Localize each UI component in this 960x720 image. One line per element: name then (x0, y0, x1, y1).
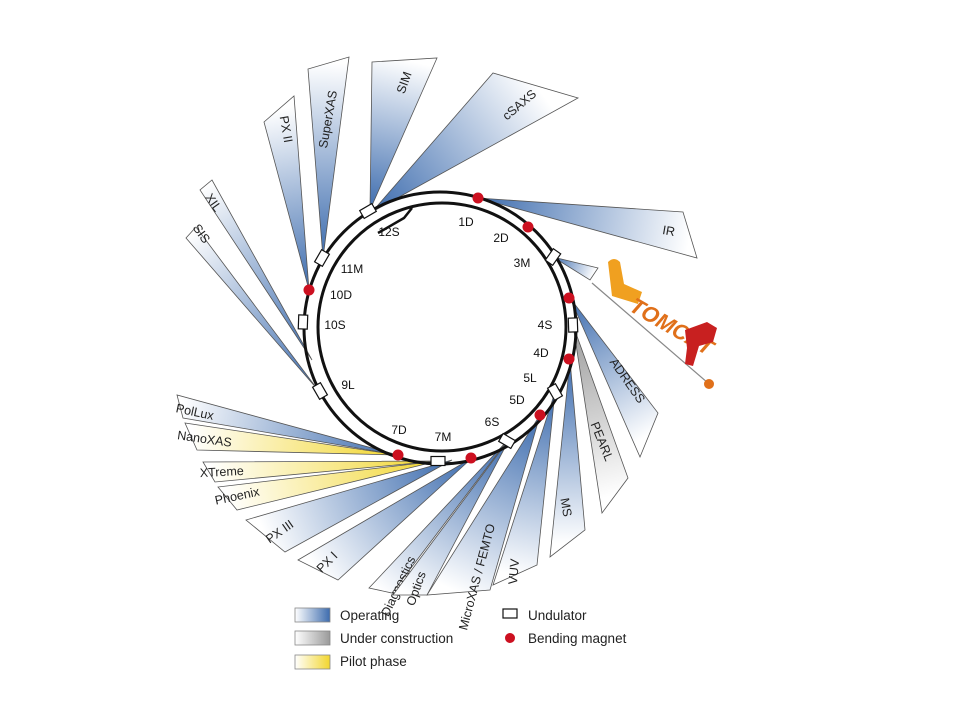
bending-magnets (303, 192, 575, 464)
legend-label-construction: Under construction (340, 631, 453, 646)
beamline-csaxs: cSAXS (371, 72, 580, 213)
undulators (297, 202, 579, 467)
undulator-icon (313, 248, 331, 268)
ring-section-label: 7M (435, 430, 452, 444)
beamline-sim: SIM (369, 57, 438, 211)
ring-section-label: 5L (523, 371, 537, 385)
legend-label-bending-magnet: Bending magnet (528, 631, 627, 646)
legend-bending-magnet-icon (505, 633, 515, 643)
beamline-wedge (368, 440, 508, 594)
ring-section-label: 11M (341, 262, 363, 276)
beamline-wedge (245, 459, 453, 553)
beamline-wedge (477, 197, 698, 259)
bending-magnet-icon (563, 353, 575, 365)
undulator-icon (358, 202, 378, 220)
beamline-label: MS (557, 497, 574, 518)
beamline-wedge (184, 422, 399, 456)
legend-label-undulator: Undulator (528, 608, 587, 623)
ring-section-labels: 1D 2D 3M 4S 4D 5L 5D 6S 7M 7D 9L 10S 10D 11M 12S (324, 215, 552, 444)
beamline-px-i: PX I (297, 457, 473, 581)
legend-label-pilot: Pilot phase (340, 654, 407, 669)
ring-section-label: 3M (514, 256, 531, 270)
beamline-pollux: PolLux (175, 394, 399, 456)
bending-magnet-icon (465, 452, 477, 464)
beamline-wedge (297, 457, 473, 581)
injection-line (377, 207, 413, 235)
beamline-xtreme: XTreme (199, 460, 439, 483)
bending-magnet-icon (392, 449, 404, 461)
beamline-wedge (552, 256, 599, 281)
beamline-ir: IR (477, 197, 698, 259)
beamline-wedge (371, 72, 580, 213)
ring-section-label: 9L (341, 378, 355, 392)
beamline-wedge (369, 57, 438, 211)
beamline-wedge (392, 437, 511, 596)
undulator-icon (430, 455, 446, 467)
beamline-wedge (492, 391, 556, 586)
bending-magnet-icon (472, 192, 484, 204)
beamline-tomcat (552, 256, 599, 281)
beamline-wedge (263, 95, 310, 291)
beamline-nanoxas: NanoXAS (176, 422, 399, 456)
beamline-wedge (572, 324, 629, 515)
ring-section-label: 5D (509, 393, 525, 407)
ring-section-label: 6S (485, 415, 500, 429)
ring-section-label: 1D (458, 215, 474, 229)
beamline-px-ii: PX II (263, 95, 310, 291)
beamline-wedge (202, 460, 439, 483)
beamline-phoenix: Phoenix (214, 460, 439, 511)
ring-section-label: 12S (378, 225, 399, 239)
beamline-wedge (307, 56, 350, 259)
legend-swatch-construction (294, 630, 331, 646)
ring-section-label: 10D (330, 288, 352, 302)
ring-section-label: 10S (324, 318, 345, 332)
bending-magnet-icon (534, 409, 546, 421)
ring-section-label: 4D (533, 346, 549, 360)
beamline-label: PX II (277, 115, 295, 144)
undulator-icon (497, 432, 517, 450)
beamline-label: IR (661, 223, 676, 239)
beamline-label: VUV (506, 558, 522, 585)
beamline-wedge (176, 394, 399, 456)
beamline-vuv: VUV (492, 391, 556, 586)
beamline-wedge (569, 297, 659, 459)
legend-swatch-operating (294, 607, 331, 623)
legend-swatch-pilot (294, 654, 331, 670)
legend: Operating Under construction Pilot phase… (294, 607, 627, 670)
beamline-px-iii: PX III (245, 459, 453, 553)
ring-section-label: 7D (391, 423, 407, 437)
bending-magnet-icon (522, 221, 534, 233)
bending-magnet-icon (303, 284, 315, 296)
undulator-icon (297, 314, 309, 330)
undulator-icon (544, 247, 562, 267)
beamline-wedge (217, 460, 439, 511)
bending-magnet-icon (563, 292, 575, 304)
inner-ring (316, 201, 568, 453)
beamline-ms: MS (549, 359, 586, 558)
undulator-icon (567, 317, 579, 333)
beamline-wedge (549, 359, 586, 558)
undulator-icon (311, 381, 329, 401)
legend-undulator-icon (502, 608, 518, 619)
beamline-wedge (185, 226, 319, 391)
beamline-label: XTreme (199, 464, 244, 480)
beamline-superxas: SuperXAS (307, 56, 350, 259)
ring-section-label: 2D (493, 231, 509, 245)
legend-label-operating: Operating (340, 608, 399, 623)
ring-section-label: 4S (538, 318, 553, 332)
undulator-icon (546, 382, 564, 402)
beamline-wedge (199, 179, 313, 361)
beamline-wedge (426, 414, 541, 596)
